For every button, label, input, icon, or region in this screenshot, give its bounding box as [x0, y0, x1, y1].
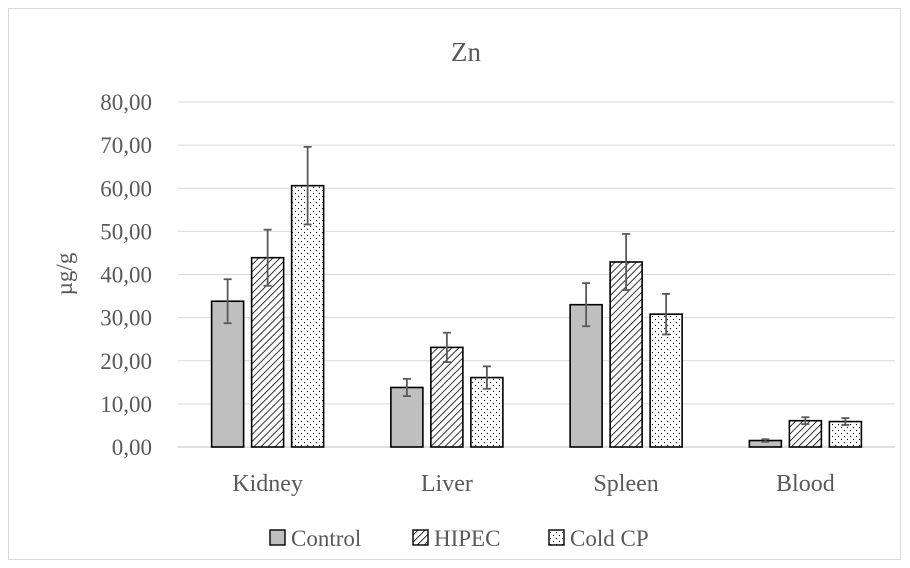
legend-swatch-control	[269, 529, 286, 546]
bar-control-kidney	[210, 300, 245, 448]
bar-hipec-blood	[788, 419, 823, 448]
bar-cold-cp-spleen	[649, 313, 683, 448]
y-tick-label: 80,00	[100, 90, 152, 115]
x-tick-label-liver: Liver	[421, 471, 473, 497]
y-axis-label: µg/g	[52, 252, 77, 295]
bar-hipec-spleen	[609, 261, 643, 448]
bars	[210, 184, 863, 448]
legend-label-cold-cp: Cold CP	[570, 526, 649, 551]
x-tick-label-kidney: Kidney	[232, 471, 303, 497]
bar-control-spleen	[569, 303, 603, 448]
y-tick-label: 40,00	[100, 263, 152, 288]
legend-swatch-cold-cp	[548, 529, 565, 546]
y-tick-label: 50,00	[100, 219, 152, 244]
bar-cold-cp-kidney	[290, 184, 325, 448]
legend-label-hipec: HIPEC	[434, 526, 500, 551]
y-tick-label: 10,00	[100, 392, 152, 417]
y-tick-label: 60,00	[100, 176, 152, 201]
y-tick-label: 0,00	[112, 435, 152, 460]
y-tick-label: 70,00	[100, 133, 152, 158]
legend-label-control: Control	[291, 526, 361, 551]
x-tick-label-blood: Blood	[776, 471, 835, 497]
legend-swatch-hipec	[412, 529, 429, 546]
gridlines	[178, 101, 895, 448]
x-tick-labels: Kidney Liver Spleen Blood	[232, 471, 834, 497]
legend: Control HIPEC Cold CP	[269, 526, 649, 551]
bar-hipec-liver	[430, 346, 464, 448]
chart-frame	[8, 8, 901, 560]
x-tick-label-spleen: Spleen	[593, 471, 658, 497]
y-tick-labels: 0,00 10,00 20,00 30,00 40,00 50,00 60,00 70,00 8…	[100, 90, 152, 460]
error-bars	[223, 145, 850, 443]
chart-title: Zn	[451, 37, 481, 67]
y-tick-label: 30,00	[100, 306, 152, 331]
y-tick-label: 20,00	[100, 349, 152, 374]
